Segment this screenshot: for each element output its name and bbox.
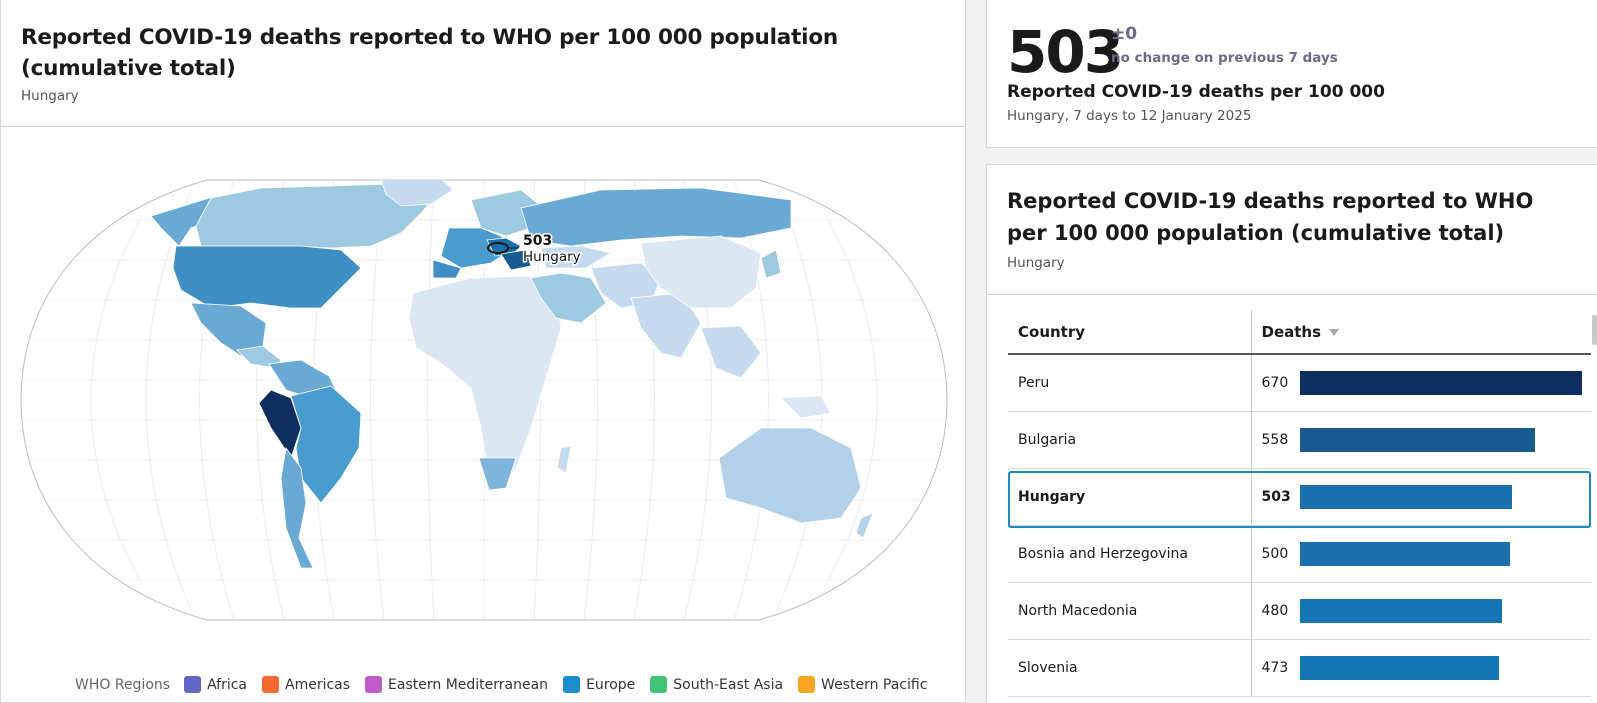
table-row[interactable]: Bosnia and Herzegovina 500 [1008,525,1591,583]
deaths-cell: 503 [1250,468,1591,526]
deaths-bar [1299,598,1502,623]
usa-region[interactable] [172,245,362,309]
deaths-cell: 558 [1250,411,1591,469]
brazil-region[interactable] [290,385,362,504]
legend-item-western-pacific[interactable]: Western Pacific [798,676,927,693]
summary-delta-text: no change on previous 7 days [1111,50,1338,66]
country-cell: Hungary [1008,468,1251,526]
legend-label: Americas [285,676,351,693]
legend-label: Africa [207,676,247,693]
legend-swatch [798,676,816,693]
legend-swatch [650,676,668,693]
deaths-cell: 473 [1250,639,1591,697]
ranking-header: Reported COVID-19 deaths reported to WHO… [987,165,1597,295]
southeast-asia-region[interactable] [700,325,762,379]
country-cell: Slovenia [1008,639,1251,697]
greenland-region[interactable] [380,178,454,207]
deaths-value: 473 [1261,659,1289,676]
russia-region[interactable] [520,187,792,247]
map-panel: Reported COVID-19 deaths reported to WHO… [0,0,966,703]
deaths-value: 500 [1261,545,1289,562]
legend-label: Eastern Mediterranean [388,676,549,693]
deaths-bar [1299,427,1535,452]
table-header-row: Country Deaths [1008,310,1591,355]
tooltip-value: 503 [523,233,552,249]
map-panel-header: Reported COVID-19 deaths reported to WHO… [1,0,965,127]
japan-korea-region[interactable] [760,249,782,279]
central-asia-region[interactable] [540,245,613,269]
table-row[interactable]: Hungary 503 [1008,468,1591,526]
country-cell: Bulgaria [1008,411,1251,469]
legend-label: South-East Asia [673,676,784,693]
middle-east-region[interactable] [530,272,607,324]
deaths-bar [1299,370,1582,395]
legend-item-americas[interactable]: Americas [262,676,350,693]
deaths-cell: 500 [1250,525,1591,583]
legend-swatch [184,676,202,693]
legend-label: Europe [586,676,636,693]
world-map[interactable]: 503 Hungary [1,128,965,648]
column-header-country[interactable]: Country [1008,310,1251,355]
map-title: Reported COVID-19 deaths reported to WHO… [21,25,839,81]
deaths-value: 480 [1261,602,1289,619]
legend-item-europe[interactable]: Europe [563,676,635,693]
iberia-region[interactable] [432,259,462,279]
who-regions-legend: WHO Regions Africa Americas Eastern Medi… [75,676,942,693]
papua-region[interactable] [780,395,832,419]
tooltip-country: Hungary [523,249,581,265]
ranking-title: Reported COVID-19 deaths reported to WHO… [1007,189,1534,245]
summary-value: 503 [1007,18,1124,86]
legend-swatch [262,676,279,693]
deaths-bar [1299,655,1499,680]
deaths-bar [1299,484,1512,509]
country-cell: Peru [1008,354,1251,412]
legend-title: WHO Regions [75,676,171,693]
deaths-cell: 670 [1250,354,1591,412]
table-row[interactable]: Bulgaria 558 [1008,411,1591,469]
legend-label: Western Pacific [821,676,928,693]
table-row[interactable]: Peru 670 [1008,354,1591,412]
summary-sub: Hungary, 7 days to 12 January 2025 [1007,108,1252,124]
western-europe-region[interactable] [440,227,512,269]
southern-africa-region[interactable] [478,457,517,491]
legend-swatch [365,676,383,693]
ranking-table: Country Deaths Peru 670 Bulgaria 558 Hungary… [1008,310,1591,697]
summary-delta: ±0 [1111,24,1138,44]
new-zealand-region[interactable] [855,512,874,539]
deaths-value: 558 [1261,431,1289,448]
world-map-svg[interactable]: 503 Hungary [1,128,965,648]
deaths-value: 503 [1261,488,1291,505]
map-subtitle: Hungary [21,88,79,104]
column-header-deaths[interactable]: Deaths [1250,310,1591,355]
deaths-value: 670 [1261,374,1289,391]
deaths-header-label: Deaths [1261,322,1322,341]
summary-label: Reported COVID-19 deaths per 100 000 [1007,82,1385,102]
sort-desc-icon[interactable] [1329,328,1340,336]
balkans-region[interactable] [500,249,532,271]
legend-item-south-east-asia[interactable]: South-East Asia [650,676,783,693]
country-cell: North Macedonia [1008,582,1251,640]
madagascar-region[interactable] [556,445,572,474]
table-row[interactable]: Slovenia 473 [1008,639,1591,697]
chile-argentina-region[interactable] [280,447,314,569]
ranking-subtitle: Hungary [1007,255,1065,271]
summary-card: 503 ±0 no change on previous 7 days Repo… [986,0,1597,148]
deaths-cell: 480 [1250,582,1591,640]
australia-region[interactable] [718,427,862,524]
legend-item-africa[interactable]: Africa [184,676,247,693]
legend-swatch [563,676,581,693]
deaths-bar [1299,541,1510,566]
alaska-region[interactable] [150,195,217,247]
table-scrollbar[interactable] [1592,315,1597,345]
legend-item-eastern-mediterranean[interactable]: Eastern Mediterranean [365,676,548,693]
country-cell: Bosnia and Herzegovina [1008,525,1251,583]
table-row[interactable]: North Macedonia 480 [1008,582,1591,640]
china-region[interactable] [640,235,762,309]
map-tooltip: 503 Hungary [487,232,582,267]
countries[interactable] [150,178,874,569]
